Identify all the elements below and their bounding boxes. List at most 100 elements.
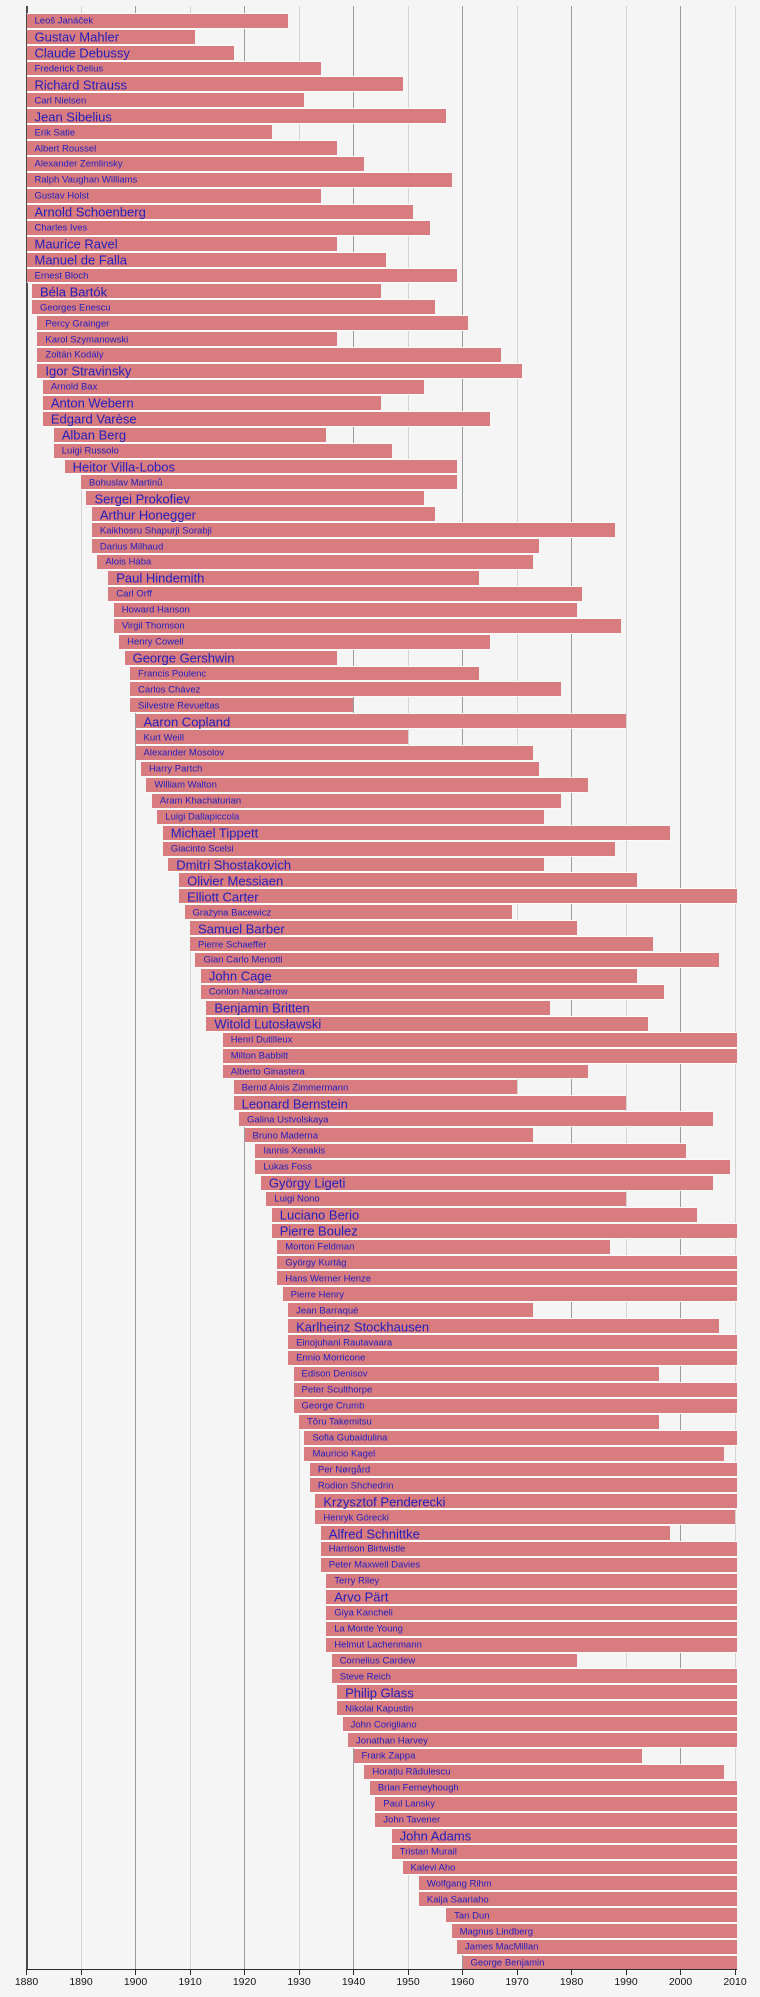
composer-label: Ernest Bloch (34, 270, 89, 282)
composer-label: Iannis Xenakis (263, 1145, 326, 1157)
composer-lifespan-bar (64, 458, 458, 475)
composer-label: Luciano Berio (279, 1207, 360, 1223)
axis-tick-label: 1940 (341, 1975, 366, 1988)
composer-lifespan-bar (146, 776, 588, 793)
gridline-1890 (80, 6, 82, 1969)
composer-label: Benjamin Britten (214, 1000, 310, 1016)
composer-lifespan-bar (26, 44, 234, 61)
composer-label: Frederick Delius (34, 63, 104, 75)
composer-label: Anton Webern (50, 395, 134, 411)
composer-label: Karlheinz Stockhausen (296, 1319, 430, 1335)
composer-lifespan-bar (26, 92, 305, 109)
composer-label: Frank Zappa (361, 1750, 416, 1762)
composer-lifespan-bar (42, 410, 490, 427)
composer-label: Bernd Alois Zimmermann (241, 1082, 349, 1094)
composer-lifespan-bar (81, 474, 458, 491)
axis-tick-label: 1920 (232, 1975, 257, 1988)
composer-lifespan-bar (255, 1159, 730, 1175)
composer-lifespan-bar (26, 251, 387, 268)
composer-label: Bruno Maderna (252, 1129, 318, 1141)
composer-lifespan-bar (140, 761, 539, 777)
composer-label: Carl Nielsen (34, 95, 87, 106)
composer-label: Peter Maxwell Davies (328, 1559, 421, 1571)
composer-lifespan-bar (391, 1827, 738, 1844)
axis-tick-label: 1980 (559, 1975, 584, 1988)
composer-lifespan-bar (255, 1143, 686, 1160)
composer-label: Lukas Foss (263, 1161, 312, 1173)
composer-lifespan-bar (97, 554, 534, 570)
composer-label: Gian Carlo Menotti (203, 954, 283, 966)
composer-label: George Benjamin (470, 1957, 545, 1969)
composer-lifespan-bar (190, 920, 577, 937)
composer-lifespan-bar (369, 1779, 738, 1796)
composer-label: George Gershwin (132, 650, 235, 666)
composer-label: Pierre Schaeffer (198, 938, 267, 950)
composer-lifespan-bar (288, 1318, 719, 1335)
composer-label: Kurt Weill (143, 731, 184, 743)
composer-label: György Kurtág (285, 1257, 347, 1269)
composer-label: Mauricio Kagel (312, 1448, 376, 1460)
composer-lifespan-bar (195, 952, 719, 968)
composer-lifespan-bar (31, 299, 436, 316)
composer-label: Elliott Carter (187, 889, 259, 905)
composer-lifespan-bar (124, 649, 338, 666)
axis-tick-label: 1970 (505, 1975, 529, 1988)
composer-label: Ralph Vaughan Williams (34, 174, 138, 186)
composer-label: Alberto Ginastera (230, 1066, 305, 1078)
axis-tick-label: 1900 (123, 1975, 148, 1988)
composer-label: Henry Cowell (127, 636, 184, 648)
composer-lifespan-bar (233, 1095, 626, 1112)
composer-label: Alexander Mosolov (143, 747, 225, 759)
composer-lifespan-bar (326, 1620, 738, 1637)
composer-lifespan-bar (222, 1047, 738, 1064)
composer-label: Arnold Bax (50, 381, 98, 393)
composer-label: Alban Berg (61, 427, 127, 443)
composer-lifespan-bar (288, 1334, 738, 1351)
composer-label: La Monte Young (334, 1623, 403, 1635)
composer-label: Krzysztof Penderecki (323, 1494, 446, 1510)
composer-label: Georges Enescu (39, 301, 111, 313)
composer-lifespan-bar (277, 1254, 738, 1271)
composer-label: Edgard Varèse (50, 411, 137, 427)
axis-tick (353, 1969, 355, 1975)
composer-label: Luigi Nono (274, 1193, 320, 1205)
axis-tick (26, 1969, 28, 1975)
composer-label: Pierre Henry (290, 1289, 344, 1300)
composer-label: Horațiu Rădulescu (372, 1766, 451, 1778)
composer-label: Virgil Thomson (121, 620, 185, 632)
composer-label: Edison Denisov (301, 1368, 368, 1380)
composer-label: Richard Strauss (34, 77, 127, 93)
composer-lifespan-bar (309, 1477, 738, 1494)
composer-lifespan-bar (375, 1811, 738, 1828)
composer-label: Leoš Janáček (34, 15, 94, 27)
composer-label: Einojuhani Rautavaara (296, 1336, 393, 1348)
composer-lifespan-bar (26, 172, 452, 188)
composer-lifespan-bar (200, 968, 637, 984)
composer-label: Cornelius Cardew (339, 1655, 416, 1667)
composer-lifespan-bar (179, 888, 738, 905)
composer-lifespan-bar (130, 697, 354, 714)
composer-lifespan-bar (26, 124, 272, 141)
composer-lifespan-bar (157, 808, 545, 825)
composer-label: Howard Hanson (121, 604, 190, 616)
composer-label: Carlos Chávez (138, 684, 201, 696)
composer-label: Tristan Murail (399, 1846, 457, 1858)
composer-lifespan-bar (326, 1604, 738, 1621)
composer-lifespan-bar (418, 1891, 738, 1908)
axis-tick (516, 1969, 518, 1975)
composer-lifespan-bar (37, 347, 501, 364)
composer-label: Terry Riley (334, 1575, 380, 1587)
composer-label: Darius Milhaud (99, 540, 164, 552)
composer-label: Karol Szymanowski (45, 333, 129, 345)
composer-lifespan-bar (299, 1413, 659, 1430)
composer-label: Brian Ferneyhough (377, 1782, 459, 1794)
axis-tick-label: 1930 (287, 1975, 311, 1988)
composer-lifespan-bar (26, 12, 289, 29)
composer-label: Grażyna Bacewicz (192, 906, 272, 918)
composer-lifespan-bar (402, 1859, 738, 1876)
gridline-2000 (680, 6, 681, 1969)
composer-label: Arthur Honegger (99, 507, 197, 523)
composer-lifespan-bar (320, 1525, 670, 1542)
composer-label: Zoltán Kodály (45, 349, 104, 361)
